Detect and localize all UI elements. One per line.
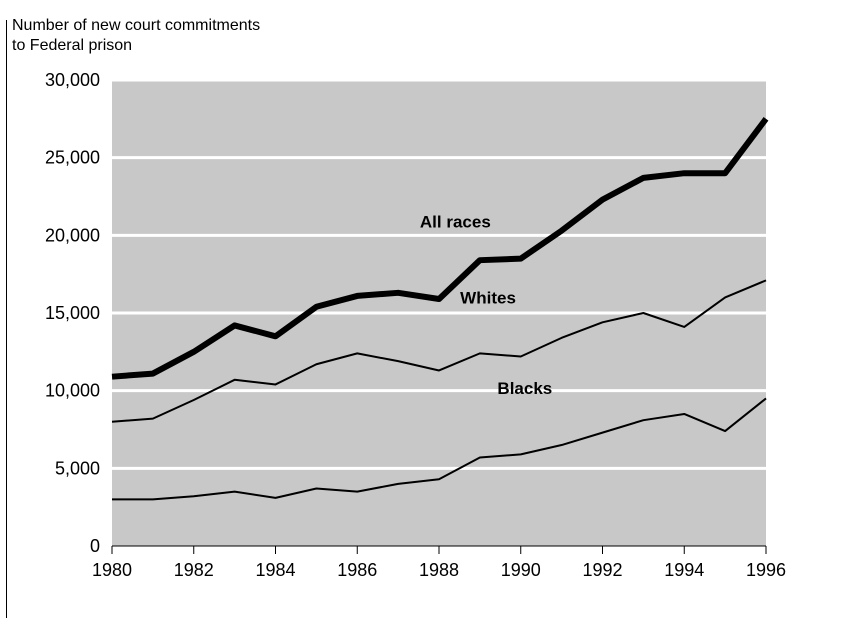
figure-left-border xyxy=(6,20,7,618)
y-tick-label: 5,000 xyxy=(55,458,100,478)
x-tick-label: 1990 xyxy=(501,560,541,580)
y-tick-label: 15,000 xyxy=(45,303,100,323)
series-label-blacks: Blacks xyxy=(497,379,552,398)
y-tick-label: 0 xyxy=(90,536,100,556)
x-tick-label: 1994 xyxy=(664,560,704,580)
x-tick-label: 1980 xyxy=(92,560,132,580)
x-tick-label: 1986 xyxy=(337,560,377,580)
y-tick-label: 25,000 xyxy=(45,148,100,168)
x-tick-label: 1982 xyxy=(174,560,214,580)
y-tick-label: 10,000 xyxy=(45,381,100,401)
series-label-all-races: All races xyxy=(420,213,491,232)
series-label-whites: Whites xyxy=(460,289,516,308)
y-tick-label: 20,000 xyxy=(45,225,100,245)
y-tick-label: 30,000 xyxy=(45,70,100,90)
series-line-whites xyxy=(111,279,767,423)
x-tick-label: 1992 xyxy=(582,560,622,580)
series-line-blacks xyxy=(112,397,767,501)
series-line-all-races xyxy=(111,117,769,380)
x-tick-label: 1988 xyxy=(419,560,459,580)
x-tick-label: 1984 xyxy=(255,560,295,580)
chart-title: Number of new court commitments to Feder… xyxy=(12,17,261,54)
x-tick-label: 1996 xyxy=(746,560,786,580)
